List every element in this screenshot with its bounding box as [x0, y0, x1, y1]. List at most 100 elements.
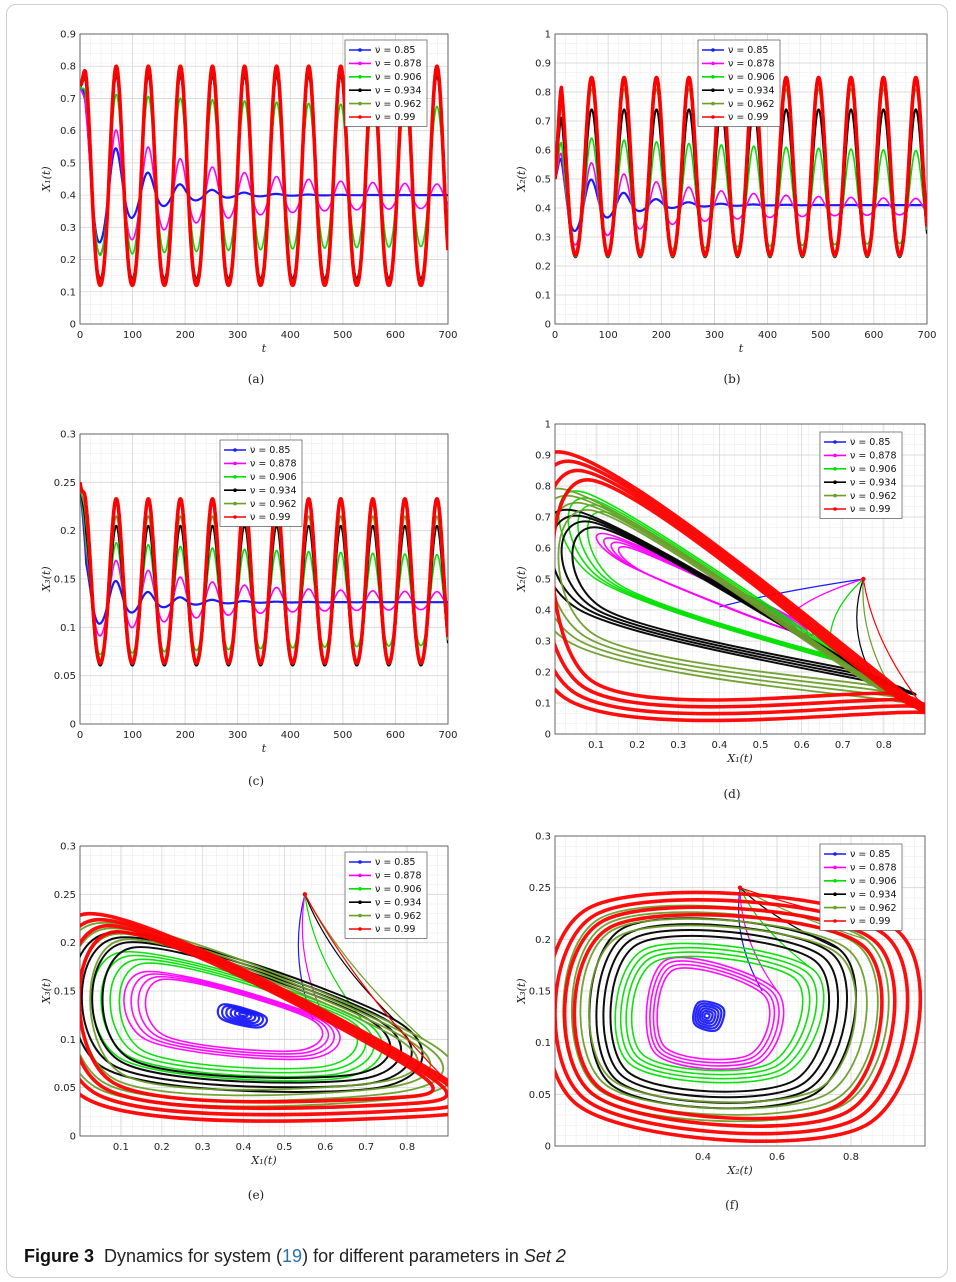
subfigure-label-c: (c): [247, 774, 265, 788]
x-tick-label: 0.8: [399, 1142, 415, 1153]
orbit-ring: [216, 1003, 268, 1029]
equation-reference-link[interactable]: 19: [282, 1246, 303, 1266]
legend-box: [819, 431, 903, 519]
orbit-ring: [645, 956, 785, 1070]
caption-label: Figure 3: [24, 1246, 95, 1266]
y-tick-label: 0: [545, 730, 551, 741]
legend-marker: [833, 453, 837, 458]
orbit-ring: [630, 955, 804, 1072]
transient-path: [719, 578, 864, 608]
x-tick-label: 500: [811, 330, 830, 341]
legend-entry: ν = 0.962: [250, 499, 297, 510]
legend-entry: ν = 0.906: [375, 72, 422, 83]
y-tick-label: 0: [545, 1142, 551, 1153]
orbit-ring: [652, 963, 776, 1064]
legend-marker: [833, 905, 837, 910]
y-tick-label: 0.05: [54, 671, 76, 682]
y-tick-label: 1: [545, 30, 551, 41]
y-tick-label: 0: [545, 320, 551, 331]
y-tick-label: 0.1: [535, 1038, 551, 1049]
transient-path: [304, 894, 396, 1021]
initial-point: [302, 892, 308, 897]
chart-a: 0 100 200 300 400 500 600 700 0 0.1 0.2 0.3 0.4 0.5 0.…: [40, 30, 458, 356]
legend-marker: [711, 88, 715, 92]
y-tick-label: 0.25: [529, 883, 551, 894]
x-tick-label: 0.1: [113, 1142, 129, 1153]
legend-marker: [233, 501, 237, 506]
orbit-ring: [80, 927, 445, 1102]
orbit-ring: [225, 1006, 261, 1025]
y-axis-label: X₂(t): [515, 566, 528, 592]
y-tick-label: 0.3: [535, 832, 551, 843]
x-tick-label: 0.4: [695, 1152, 711, 1163]
x-tick-label: 200: [176, 330, 195, 341]
orbit-ring: [562, 905, 897, 1128]
x-tick-label: 0.5: [276, 1142, 292, 1153]
orbit-ring: [692, 1000, 726, 1032]
x-tick-label: 0.7: [835, 740, 851, 751]
orbit-ring: [80, 929, 435, 1104]
orbit-ring: [656, 967, 771, 1061]
legend-box: [344, 39, 428, 127]
series-orbit-0-99: [555, 887, 923, 1143]
x-tick-label: 0.3: [670, 740, 686, 751]
legend: ν = 0.85 ν = 0.878 ν = 0.906 ν = 0.934 ν = 0…: [819, 843, 903, 931]
y-tick-label: 0.15: [54, 575, 76, 586]
legend-marker: [833, 507, 837, 511]
legend-marker: [233, 448, 237, 452]
y-tick-label: 0: [70, 720, 76, 731]
y-tick-label: 0.4: [535, 606, 551, 617]
y-tick-label: 0.1: [60, 287, 76, 298]
legend-entry: ν = 0.878: [850, 451, 897, 462]
legend-marker: [233, 488, 237, 492]
legend-entry: ν = 0.934: [250, 485, 297, 496]
x-tick-label: 700: [917, 330, 936, 341]
orbit-ring: [614, 942, 825, 1084]
subfigure-label-a: (a): [247, 372, 265, 386]
legend-marker: [358, 75, 362, 79]
y-tick-label: 0.8: [535, 88, 551, 99]
x-tick-label: 600: [386, 330, 405, 341]
x-tick-label: 0.6: [769, 1152, 785, 1163]
legend-entry: ν = 0.934: [375, 897, 422, 908]
legend-marker: [833, 879, 837, 883]
legend-entry: ν = 0.85: [375, 45, 415, 56]
legend-marker: [358, 860, 362, 864]
orbit-ring: [80, 917, 448, 1117]
x-tick-label: 0.8: [843, 1152, 859, 1163]
orbit-ring: [572, 912, 884, 1121]
series-line-0-99: [80, 482, 448, 665]
orbit-ring: [557, 509, 906, 699]
plot-marks: [555, 450, 925, 723]
x-tick-label: 700: [438, 330, 457, 341]
x-tick-label: 100: [123, 330, 142, 341]
x-axis-label: t: [262, 342, 267, 355]
legend-marker: [358, 900, 362, 904]
orbit-ring: [696, 1005, 720, 1027]
x-tick-label: 500: [333, 330, 352, 341]
legend: ν = 0.85 ν = 0.878 ν = 0.906 ν = 0.934 ν = 0…: [344, 851, 428, 939]
legend-marker: [833, 493, 837, 498]
chart-b: 0 100 200 300 400 500 600 700 0 0.1 0.2 0.3 0.4 0.5 0.…: [515, 30, 937, 356]
y-tick-label: 0.1: [535, 699, 551, 710]
legend-entry: ν = 0.962: [850, 903, 897, 914]
x-axis-label: X₁(t): [726, 752, 752, 765]
y-tick-label: 0.05: [529, 1090, 551, 1101]
x-tick-label: 200: [652, 330, 671, 341]
legend-entry: ν = 0.962: [375, 99, 422, 110]
x-tick-label: 600: [386, 730, 405, 741]
x-tick-label: 300: [228, 330, 247, 341]
orbit-ring: [602, 928, 839, 1099]
orbit-ring: [130, 973, 335, 1058]
y-tick-label: 0.15: [529, 987, 551, 998]
y-tick-label: 0.3: [535, 637, 551, 648]
orbit-ring: [80, 911, 448, 1123]
y-tick-label: 0.6: [60, 126, 76, 137]
legend-entry: ν = 0.85: [250, 445, 290, 456]
orbit-ring: [123, 970, 341, 1061]
plot-border: [79, 33, 449, 325]
legend-entry: ν = 0.906: [375, 884, 422, 895]
legend-marker: [833, 919, 837, 923]
series-orbit-0-99: [555, 450, 925, 723]
plot-marks: [555, 885, 923, 1143]
